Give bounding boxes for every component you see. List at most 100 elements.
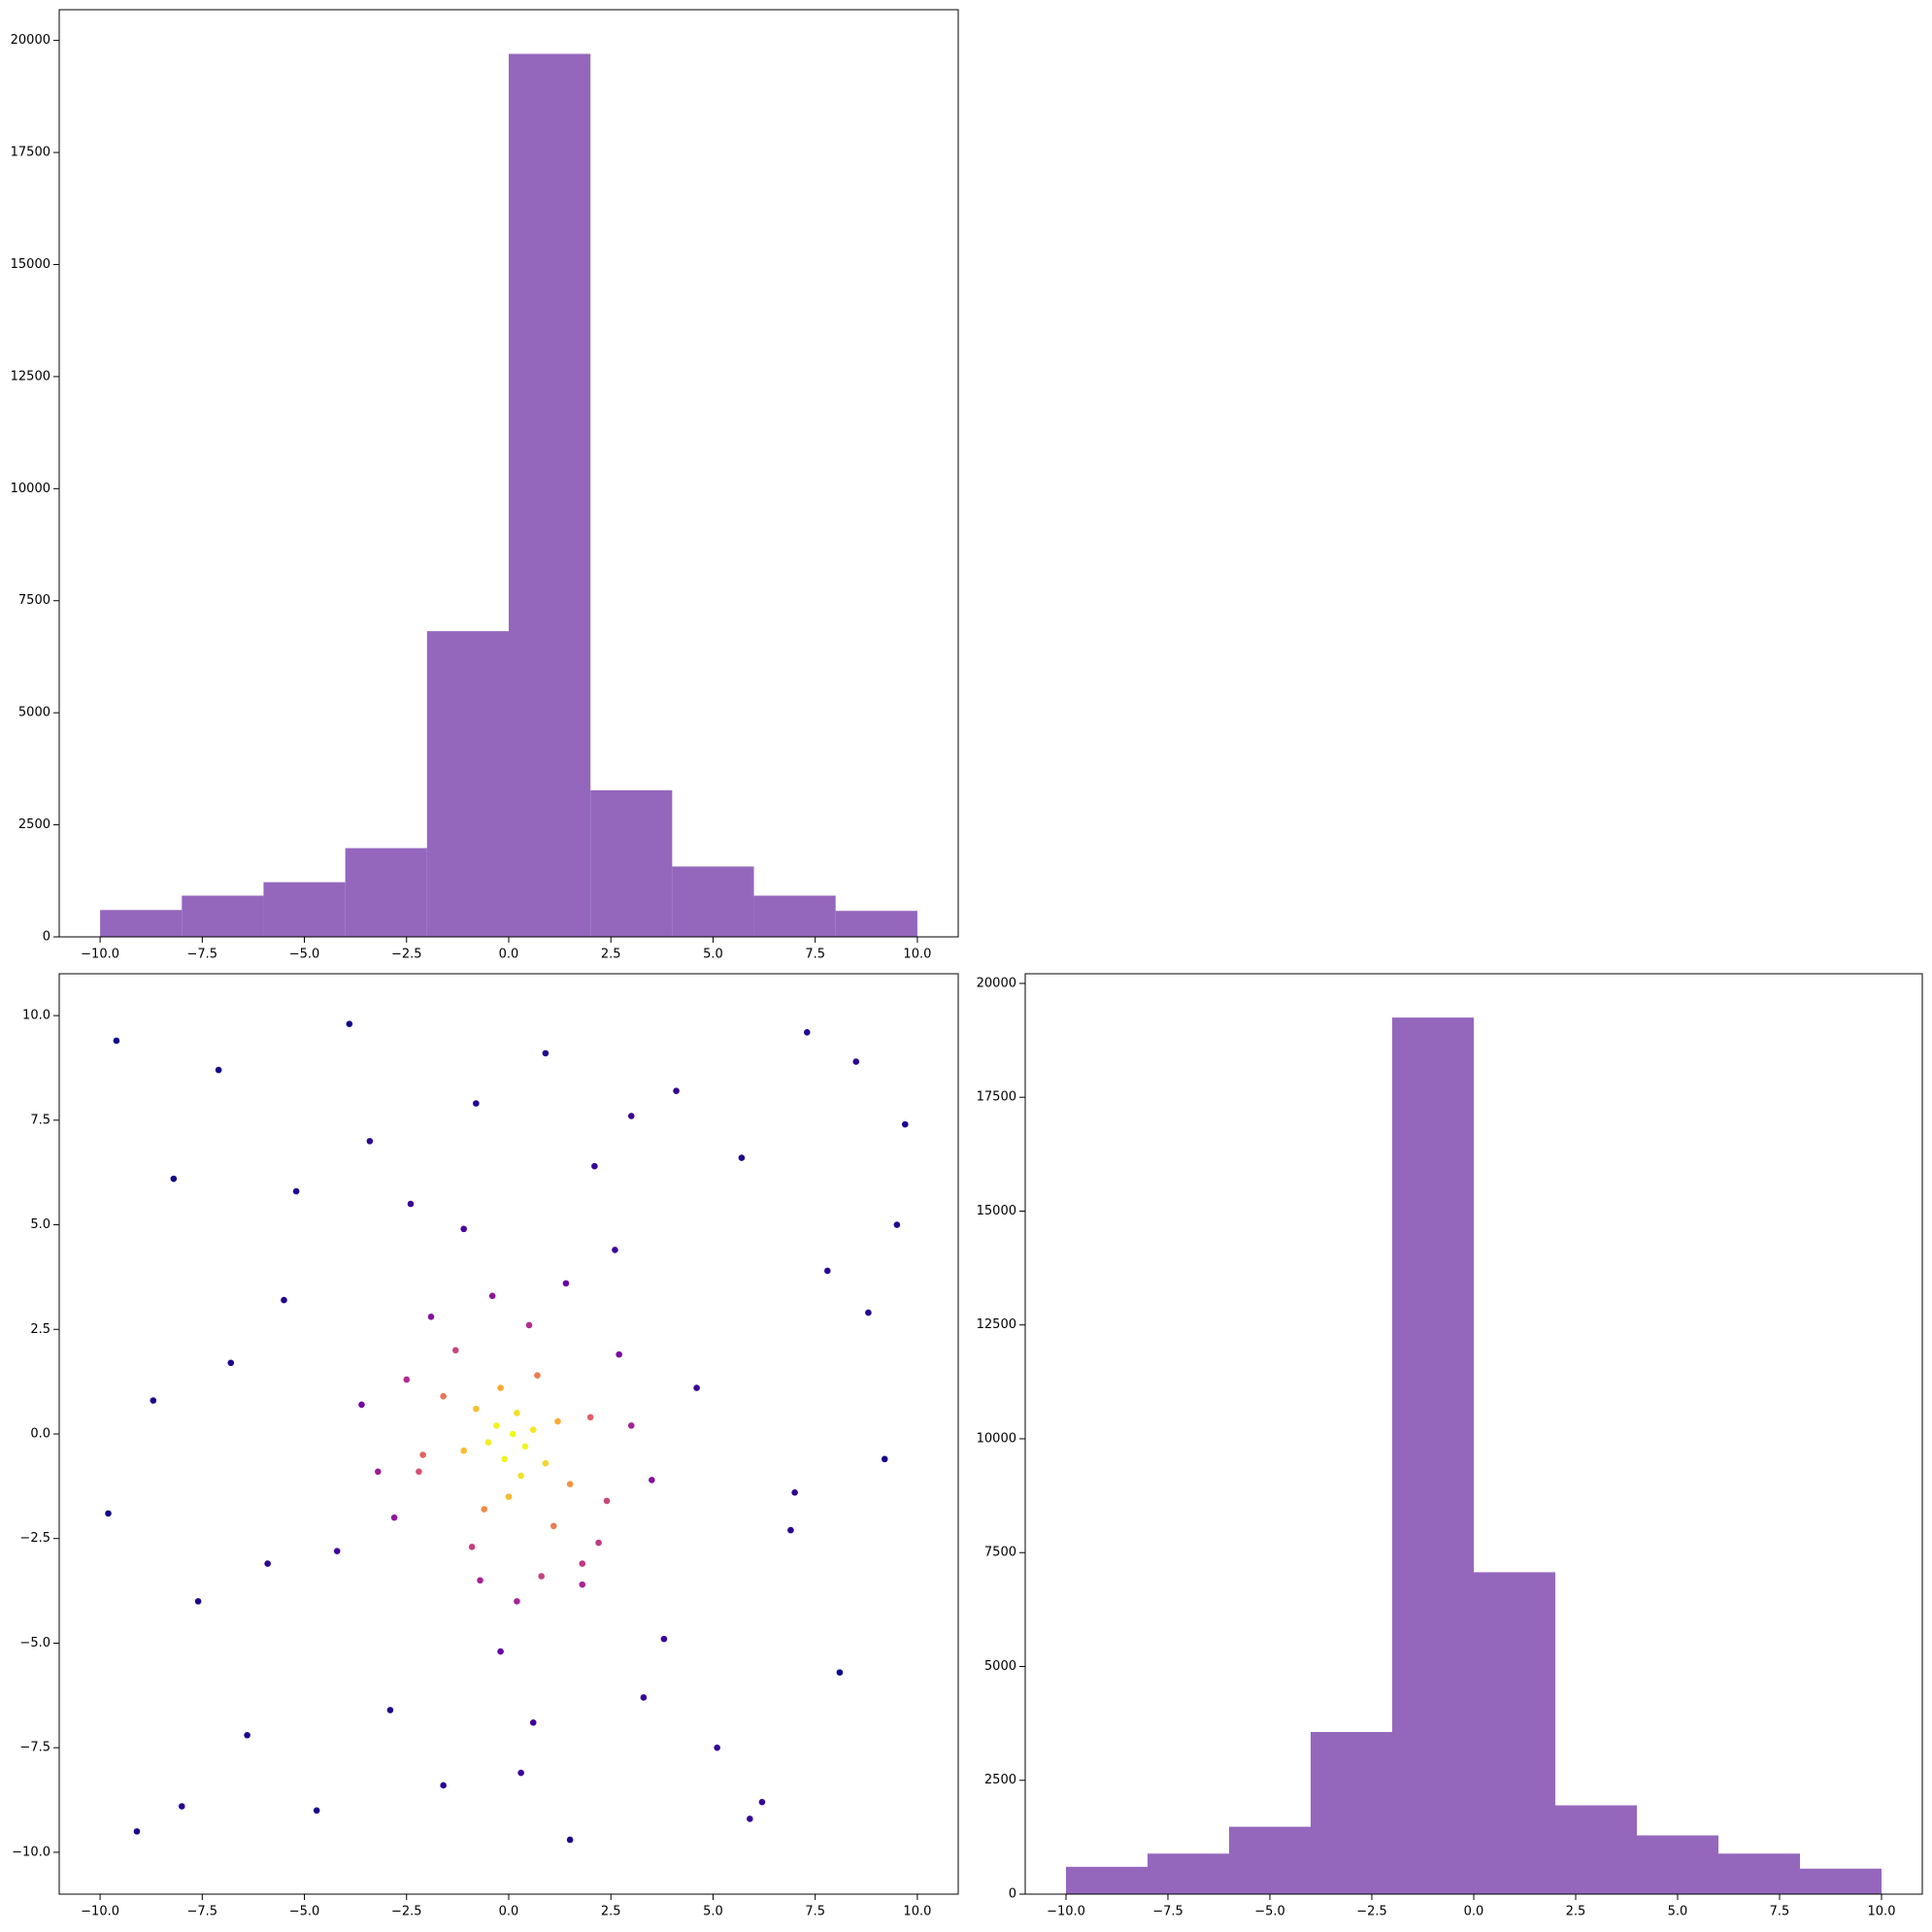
x-tick-label: 7.5 <box>805 1905 825 1919</box>
point <box>427 1314 435 1320</box>
y-tick-label: 10000 <box>977 1431 1016 1446</box>
point <box>579 1581 586 1588</box>
x-tick-label: 5.0 <box>703 1905 723 1919</box>
point <box>627 1113 635 1119</box>
point <box>419 1451 426 1458</box>
point <box>497 1648 504 1655</box>
point <box>738 1154 746 1161</box>
point <box>178 1803 185 1810</box>
point <box>566 1836 574 1844</box>
point <box>150 1397 157 1404</box>
point <box>264 1560 271 1567</box>
x-tick-label: −5.0 <box>289 1905 320 1919</box>
x-tick-label: 0.0 <box>1464 1905 1484 1919</box>
subplot: −10.0 −7.5 −5.0 −2.5 0.0 2.5 5.0 7.5 10.0 0 2500 50… <box>977 973 1923 1919</box>
x-tick-label: 2.5 <box>601 948 621 962</box>
point <box>460 1225 468 1233</box>
y-tick-label: 5000 <box>984 1659 1016 1674</box>
point <box>566 1481 574 1488</box>
x-tick-label: 7.5 <box>805 948 825 962</box>
point <box>473 1405 480 1413</box>
point <box>292 1187 300 1195</box>
point <box>542 1459 550 1467</box>
y-tick-label: 10000 <box>11 482 50 496</box>
x-tick-label: 10.0 <box>903 1905 931 1919</box>
bar <box>1637 1835 1718 1894</box>
point <box>215 1066 222 1074</box>
x-tick-label: −2.5 <box>391 948 422 962</box>
bar <box>1718 1853 1800 1894</box>
point <box>514 1598 520 1605</box>
point <box>509 1430 516 1438</box>
x-tick-label: 7.5 <box>1770 1905 1790 1919</box>
point <box>852 1058 860 1065</box>
y-tick-label: 0 <box>43 930 50 945</box>
y-tick-label: 17500 <box>11 146 50 160</box>
point <box>194 1598 202 1605</box>
bar <box>1229 1826 1311 1894</box>
point <box>403 1376 411 1383</box>
y-tick-label: 7.5 <box>30 1113 50 1127</box>
point <box>586 1414 594 1421</box>
point <box>484 1439 492 1446</box>
point <box>550 1522 557 1530</box>
bar <box>263 882 346 937</box>
bar <box>672 866 754 937</box>
point <box>346 1020 353 1028</box>
bar <box>1066 1866 1148 1894</box>
bar <box>1311 1732 1392 1894</box>
point <box>493 1422 500 1429</box>
point <box>416 1468 422 1476</box>
point <box>824 1267 831 1275</box>
point <box>497 1384 504 1391</box>
bar <box>182 895 264 937</box>
point <box>612 1247 618 1253</box>
point <box>640 1694 648 1701</box>
point <box>468 1544 476 1550</box>
y-tick-label: 17500 <box>977 1090 1016 1105</box>
point <box>481 1506 488 1513</box>
point <box>747 1815 753 1822</box>
x-tick-label: −7.5 <box>187 1905 218 1919</box>
point <box>803 1029 811 1036</box>
point <box>554 1417 561 1425</box>
point <box>170 1175 178 1183</box>
point <box>603 1497 611 1505</box>
x-tick-label: −5.0 <box>1254 1905 1285 1919</box>
y-tick-label: 2500 <box>18 817 50 832</box>
x-tick-label: −7.5 <box>187 948 218 962</box>
y-tick-label: 15000 <box>977 1204 1016 1218</box>
bar <box>753 895 836 937</box>
axes-frame <box>58 973 959 1895</box>
subplot: −10.0 −7.5 −5.0 −2.5 0.0 2.5 5.0 7.5 10.0 0 2500 50… <box>11 9 959 962</box>
point <box>473 1100 480 1107</box>
bar <box>1800 1868 1882 1894</box>
point <box>375 1468 382 1476</box>
x-tick-label: 0.0 <box>499 1905 519 1919</box>
point <box>649 1477 655 1483</box>
point <box>529 1426 537 1433</box>
bar <box>1555 1805 1637 1894</box>
y-tick-label: 7500 <box>984 1546 1016 1560</box>
bar <box>1392 1017 1474 1894</box>
x-tick-label: −5.0 <box>289 948 320 962</box>
y-tick-label: −5.0 <box>19 1636 50 1650</box>
point <box>525 1321 533 1329</box>
x-tick-label: 10.0 <box>903 948 931 962</box>
y-tick-label: −2.5 <box>19 1531 50 1546</box>
point <box>501 1455 509 1463</box>
bar <box>1474 1572 1555 1894</box>
point <box>693 1384 700 1391</box>
x-tick-label: −10.0 <box>81 1905 119 1919</box>
x-tick-label: 2.5 <box>1566 1905 1586 1919</box>
point <box>281 1296 287 1304</box>
x-tick-label: −2.5 <box>391 1905 422 1919</box>
point <box>673 1087 680 1094</box>
point <box>517 1769 524 1777</box>
bar <box>345 848 427 937</box>
bar <box>100 910 183 937</box>
x-tick-label: 2.5 <box>601 1905 621 1919</box>
point <box>440 1392 447 1400</box>
point <box>529 1719 537 1726</box>
